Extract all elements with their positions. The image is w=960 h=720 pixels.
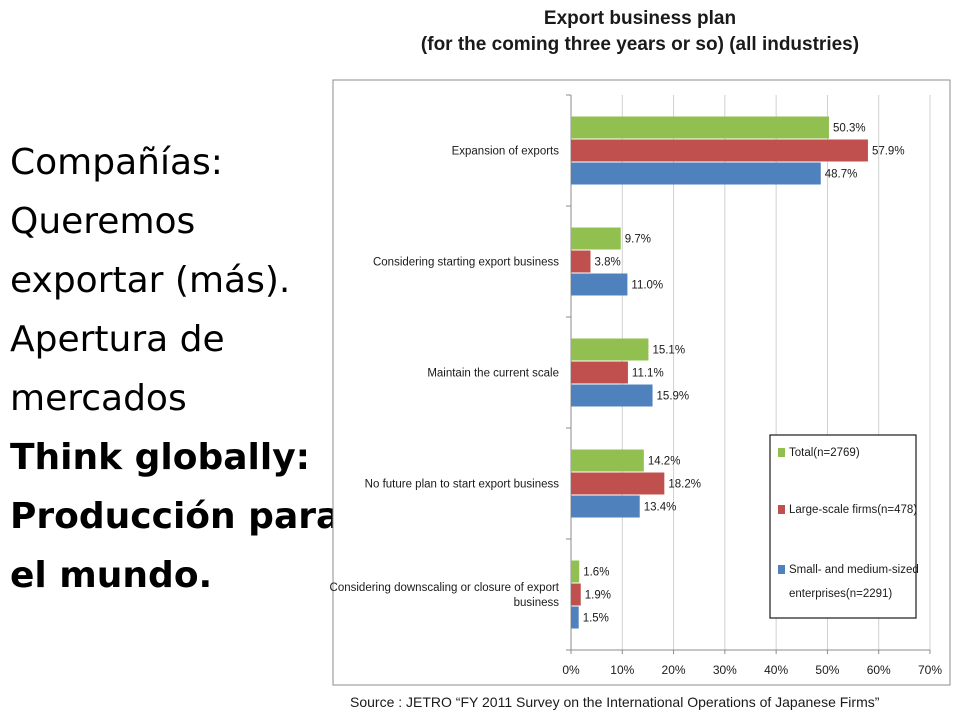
bar	[571, 139, 868, 162]
data-label: 50.3%	[833, 123, 866, 135]
data-label: 3.8%	[594, 257, 620, 269]
data-label: 15.9%	[657, 391, 690, 403]
slide-line: exportar (más).	[10, 260, 291, 301]
bar	[571, 116, 829, 139]
slide-bold-line: Producción para	[10, 496, 341, 537]
slide-bold-line: Think globally:	[10, 437, 311, 478]
x-tick-label: 70%	[918, 663, 942, 677]
legend-swatch	[778, 505, 785, 514]
x-tick-label: 0%	[562, 663, 580, 677]
slide-bold-line: el mundo.	[10, 555, 213, 596]
chart-title: Export business plan	[543, 8, 737, 29]
category-label: Considering downscaling or closure of ex…	[330, 582, 560, 594]
legend-box	[769, 434, 917, 619]
bar	[571, 606, 579, 629]
legend-label: Total(n=2769)	[789, 447, 860, 459]
slide-text: Compañías: Queremos exportar (más). Aper…	[10, 133, 340, 605]
bar	[571, 250, 591, 273]
bar	[571, 583, 581, 606]
x-tick-label: 20%	[662, 663, 686, 677]
category-label: Considering starting export business	[373, 257, 559, 269]
bar	[571, 449, 644, 472]
x-tick-label: 30%	[713, 663, 737, 677]
legend-label: Small- and medium-sized	[789, 564, 919, 576]
source-note: Source : JETRO “FY 2011 Survey on the In…	[350, 694, 880, 710]
bar	[571, 361, 628, 384]
legend-swatch	[778, 565, 785, 574]
legend-label: Large-scale firms(n=478)	[789, 504, 917, 516]
data-label: 11.0%	[631, 280, 663, 292]
slide-line: Compañías:	[10, 142, 223, 183]
data-label: 11.1%	[632, 368, 664, 380]
data-label: 1.9%	[585, 590, 611, 602]
x-tick-label: 40%	[764, 663, 788, 677]
bar	[571, 560, 580, 583]
slide-line: mercados	[10, 378, 187, 419]
category-label: No future plan to start export business	[365, 479, 560, 491]
chart-subtitle: (for the coming three years or so) (all …	[420, 34, 860, 55]
data-label: 1.6%	[583, 567, 609, 579]
data-label: 9.7%	[625, 234, 651, 246]
data-label: 14.2%	[648, 456, 681, 468]
category-label: business	[514, 597, 560, 609]
bar	[571, 338, 649, 361]
bar	[571, 227, 621, 250]
bar	[571, 472, 665, 495]
bar	[571, 384, 653, 407]
bar	[571, 273, 628, 296]
slide-line: Queremos	[10, 201, 196, 242]
x-tick-label: 60%	[867, 663, 891, 677]
bar	[571, 495, 640, 518]
x-tick-label: 10%	[610, 663, 634, 677]
data-label: 1.5%	[583, 613, 609, 625]
legend-label: enterprises(n=2291)	[789, 588, 892, 600]
legend-swatch	[778, 448, 785, 457]
data-label: 48.7%	[825, 169, 858, 181]
data-label: 57.9%	[872, 146, 905, 158]
chart-title-block: Export business plan (for the coming thr…	[340, 6, 940, 58]
data-label: 18.2%	[668, 479, 701, 491]
data-label: 15.1%	[652, 345, 685, 357]
x-tick-label: 50%	[815, 663, 839, 677]
category-label: Expansion of exports	[452, 146, 560, 158]
slide-line: Apertura de	[10, 319, 225, 360]
category-label: Maintain the current scale	[427, 368, 559, 380]
bar	[571, 162, 821, 185]
data-label: 13.4%	[644, 502, 677, 514]
